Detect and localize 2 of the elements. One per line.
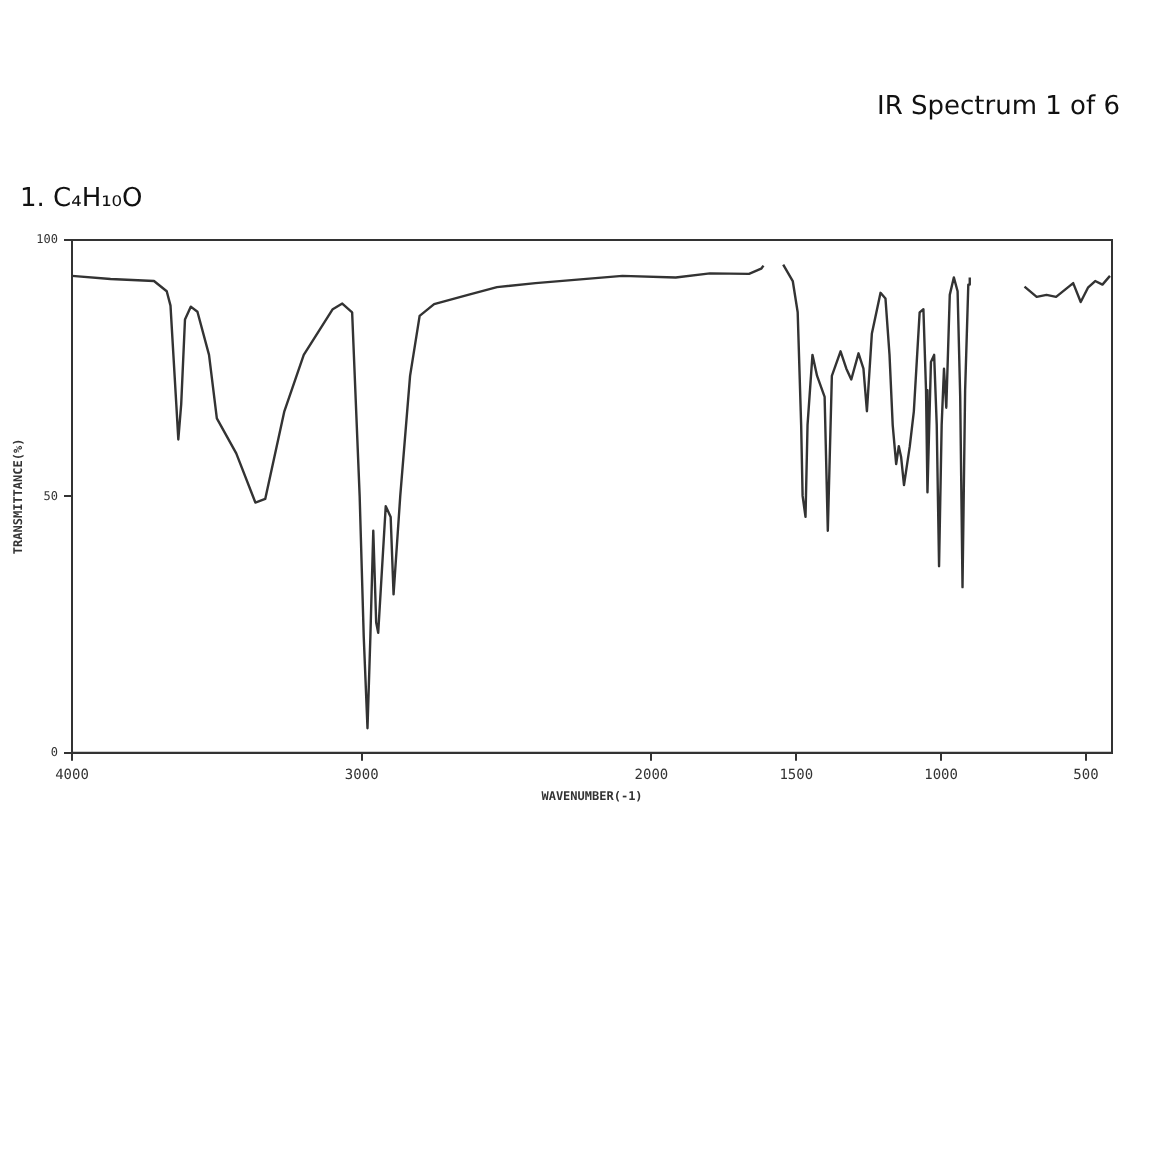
- chart-subtitle: 1. C₄H₁₀O: [20, 184, 143, 214]
- chart-title: IR Spectrum 1 of 6: [877, 92, 1120, 122]
